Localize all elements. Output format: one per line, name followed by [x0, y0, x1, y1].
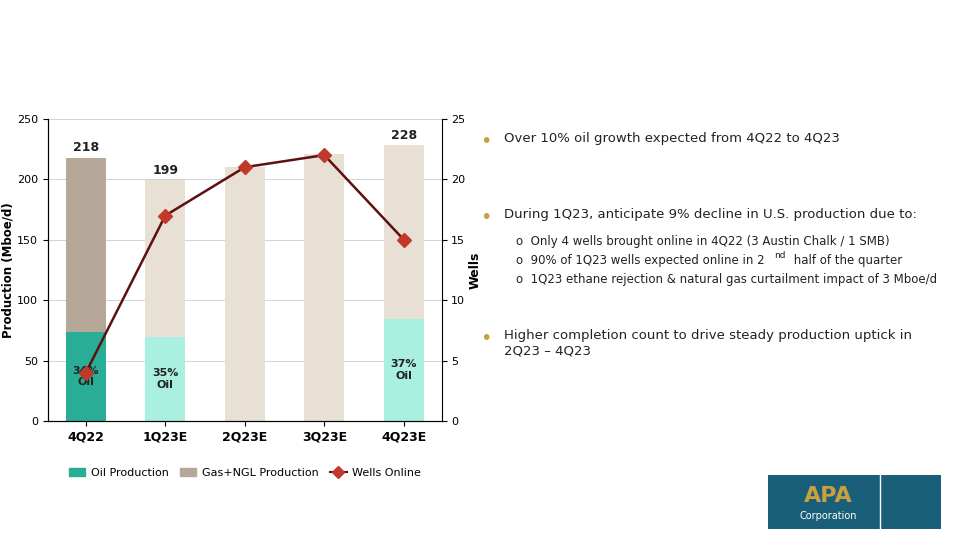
Text: U.S. Production & Wells Online Cadence: U.S. Production & Wells Online Cadence	[69, 73, 411, 89]
Text: APA: APA	[804, 485, 852, 506]
Y-axis label: Production (Mboe/d): Production (Mboe/d)	[1, 202, 14, 338]
Text: o  90% of 1Q23 wells expected online in 2: o 90% of 1Q23 wells expected online in 2	[516, 254, 765, 267]
Text: During 1Q23, anticipate 9% decline in U.S. production due to:: During 1Q23, anticipate 9% decline in U.…	[504, 208, 917, 221]
Text: o  Only 4 wells brought online in 4Q22 (3 Austin Chalk / 1 SMB): o Only 4 wells brought online in 4Q22 (3…	[516, 235, 890, 248]
Bar	[145, 337, 185, 421]
Text: o  1Q23 ethane rejection & natural gas curtailment impact of 3 Mboe/d: o 1Q23 ethane rejection & natural gas cu…	[516, 273, 938, 286]
Text: half of the quarter: half of the quarter	[790, 254, 902, 267]
Text: 35%
Oil: 35% Oil	[152, 368, 179, 390]
Bar	[384, 145, 423, 319]
Legend: Oil Production, Gas+NGL Production, Wells Online: Oil Production, Gas+NGL Production, Well…	[64, 463, 425, 482]
Text: •: •	[480, 329, 492, 348]
Y-axis label: Wells: Wells	[468, 251, 481, 289]
Text: nd: nd	[774, 251, 785, 260]
Text: Higher completion count to drive steady production uptick in
2Q23 – 4Q23: Higher completion count to drive steady …	[504, 329, 912, 357]
Bar	[66, 332, 106, 421]
Bar	[225, 167, 265, 421]
Text: Over 10% oil growth expected from 4Q22 to 4Q23: Over 10% oil growth expected from 4Q22 t…	[504, 132, 840, 145]
Text: 34%
Oil: 34% Oil	[72, 366, 99, 387]
Text: Corporation: Corporation	[800, 511, 857, 521]
Bar	[384, 319, 423, 421]
Bar	[304, 154, 345, 421]
Bar	[66, 158, 106, 332]
Text: 37%
Oil: 37% Oil	[391, 360, 417, 381]
Text: •: •	[480, 132, 492, 151]
Text: 228: 228	[391, 129, 417, 142]
Text: 199: 199	[153, 164, 179, 177]
Bar	[145, 180, 185, 337]
Text: 218: 218	[73, 141, 99, 154]
Text: •: •	[480, 208, 492, 227]
